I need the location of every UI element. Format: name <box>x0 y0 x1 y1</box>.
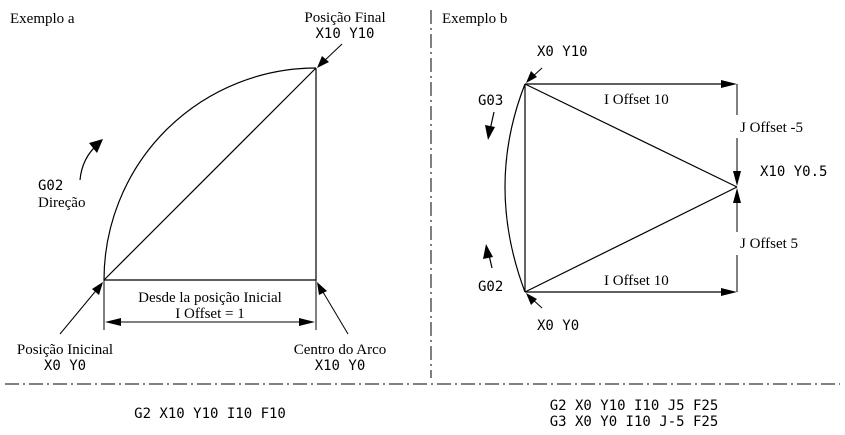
example-a: Exemplo a Desde la posição Inicial I Off… <box>10 10 386 422</box>
example-a-gcode: G2 X10 Y10 I10 F10 <box>134 406 286 422</box>
example-b: Exemplo b I Offset 10 J Offset -5 X10 Y0… <box>442 11 827 430</box>
i-offset-bottom-arrow <box>721 288 737 296</box>
center-leader-arrow <box>317 282 327 295</box>
mid-point-coords: X10 Y0.5 <box>760 164 827 180</box>
j-offset-top-arrow <box>733 171 741 186</box>
upper-radius-b <box>524 83 738 188</box>
example-a-title: Exemplo a <box>10 11 75 27</box>
j-offset-bottom-label: J Offset 5 <box>740 236 798 252</box>
i-offset-bottom-label: I Offset 10 <box>604 273 669 289</box>
start-leader-arrow <box>92 282 103 295</box>
example-b-title: Exemplo b <box>442 11 507 27</box>
direction-code: G02 <box>38 178 63 194</box>
lower-radius-b <box>524 186 738 293</box>
end-position-label: Posição Final <box>304 10 385 26</box>
arc-path <box>103 67 317 281</box>
arc-center-coords: X10 Y0 <box>315 358 366 374</box>
dimension-arrow-left <box>105 318 121 326</box>
dimension-arrow-right <box>299 318 315 326</box>
end-position-coords: X10 Y10 <box>315 26 374 42</box>
offset-note-line2: I Offset = 1 <box>175 306 244 322</box>
arc-center-label: Centro do Arco <box>294 342 386 358</box>
arc-path-b <box>504 83 526 293</box>
example-b-gcode-line2: G3 X0 Y0 I10 J-5 F25 <box>550 414 719 430</box>
j-offset-top-label: J Offset -5 <box>740 120 803 136</box>
end-leader-arrow <box>317 56 329 68</box>
g03-arrowhead <box>485 125 495 140</box>
top-point-coords: X0 Y10 <box>537 44 588 60</box>
start-leader-line <box>59 286 100 335</box>
top-leader-arrow <box>526 71 537 83</box>
direction-label: Direção <box>38 195 85 211</box>
offset-note-line1: Desde la posição Inicial <box>138 290 282 306</box>
g02-label: G02 <box>478 279 503 295</box>
bottom-point-coords: X0 Y0 <box>537 318 579 334</box>
chord-line <box>103 67 317 281</box>
start-position-coords: X0 Y0 <box>44 358 86 374</box>
example-b-gcode-line1: G2 X0 Y10 I10 J5 F25 <box>550 398 719 414</box>
g02-arrow-shaft <box>488 254 493 269</box>
g02-arrowhead <box>483 244 493 259</box>
start-position-label: Posição Inicinal <box>17 342 113 358</box>
g03-label: G03 <box>478 93 503 109</box>
bottom-leader-arrow <box>526 293 537 305</box>
i-offset-top-label: I Offset 10 <box>604 92 669 108</box>
i-offset-top-arrow <box>721 80 737 88</box>
center-leader-line <box>319 286 349 335</box>
direction-arrowhead <box>89 139 103 153</box>
j-offset-bottom-arrow <box>733 188 741 203</box>
